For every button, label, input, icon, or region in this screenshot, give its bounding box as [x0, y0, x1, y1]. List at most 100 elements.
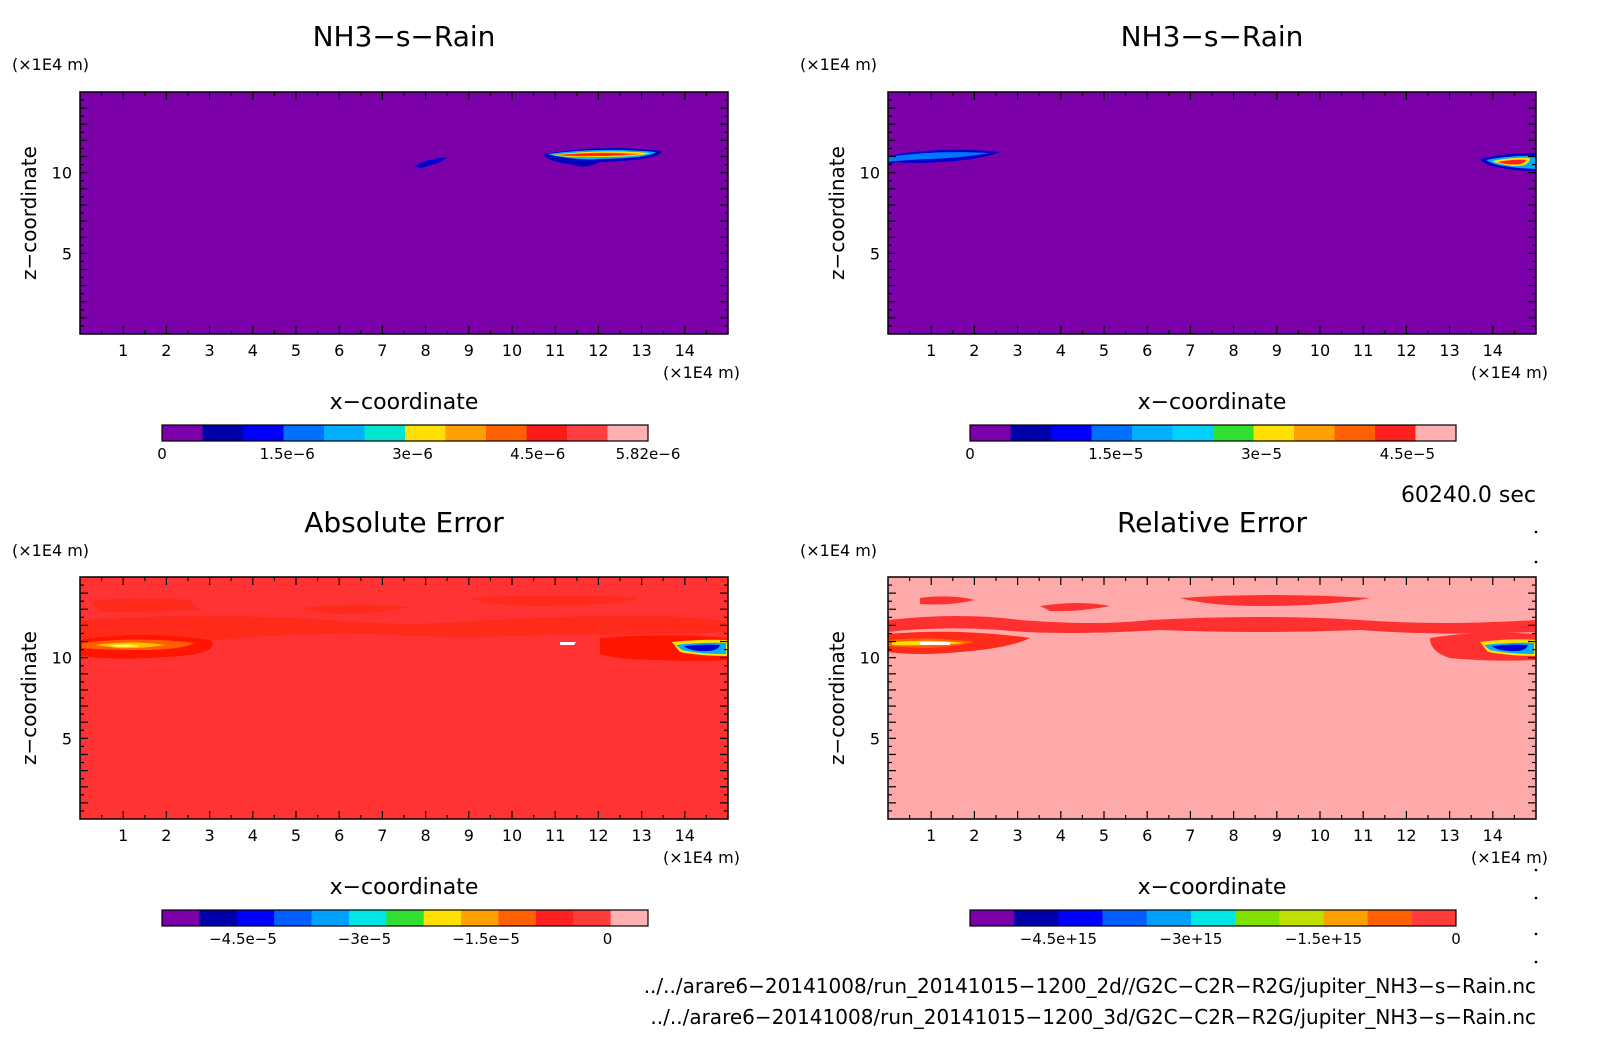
colorbar: 0 1.5e−6 3e−6 4.5e−6 5.82e−6: [157, 424, 680, 463]
colorbar-label: 3e−5: [1241, 445, 1282, 463]
y-tick-label: 5: [62, 729, 72, 748]
colorbar-swatch: [498, 910, 537, 926]
dot: [1534, 932, 1538, 936]
colorbar-label: 4.5e−6: [510, 445, 565, 463]
x-unit-label: (×1E4 m): [1471, 848, 1548, 867]
colorbar-swatch: [199, 910, 238, 926]
colorbar-swatch: [1091, 425, 1133, 441]
x-tick-label: 4: [1056, 341, 1066, 360]
colorbar-label: 0: [965, 445, 975, 463]
x-tick-label: 8: [1229, 826, 1239, 845]
x-tick-label: 3: [1013, 826, 1023, 845]
colorbar-swatch: [573, 910, 612, 926]
colorbar-label: −3e−5: [338, 930, 391, 948]
colorbar-swatch: [162, 910, 200, 926]
error-patch: [888, 616, 1536, 634]
colorbar-label: −1.5e−5: [452, 930, 520, 948]
colorbar-frame: [969, 909, 1457, 927]
x-tick-label: 9: [1272, 341, 1282, 360]
y-axis-label: z−coordinate: [825, 631, 849, 765]
y-tick-label: 5: [870, 729, 880, 748]
colorbar-swatch: [1132, 425, 1173, 441]
error-patch: [90, 598, 200, 612]
x-tick-label: 13: [631, 341, 651, 360]
colorbar-swatch: [348, 910, 387, 926]
colorbar-swatch: [1294, 425, 1335, 441]
x-unit-label: (×1E4 m): [1471, 363, 1548, 382]
y-axis: 5 10: [860, 584, 1536, 812]
error-patch-white: [560, 642, 576, 645]
x-axis-label: x−coordinate: [330, 390, 479, 415]
colorbar-label: −4.5e−5: [209, 930, 277, 948]
colorbar-swatch: [567, 425, 608, 441]
x-tick-label: 1: [118, 826, 128, 845]
x-tick-label: 14: [1483, 341, 1503, 360]
colorbar-swatch: [1235, 910, 1280, 926]
panel-title: Relative Error: [1117, 506, 1308, 539]
x-tick-label: 4: [248, 826, 258, 845]
plot-area: [888, 577, 1536, 819]
x-tick-label: 7: [1185, 341, 1195, 360]
panel-nh3-3d: NH3−s−Rain (×1E4 m) 1 2 3 4 5 6 7 8 9 10 11 12 13 14 …: [800, 20, 1548, 463]
x-axis: 1 2 3 4 5 6 7 8 9 10 11 12 13 14: [100, 577, 708, 845]
y-axis: 5 10: [52, 584, 728, 812]
colorbar: 0 1.5e−5 3e−5 4.5e−5: [965, 424, 1457, 463]
x-tick-label: 11: [545, 341, 565, 360]
contour-level-5: [562, 153, 630, 156]
y-tick-label: 5: [870, 244, 880, 263]
colorbar-swatch: [202, 425, 244, 441]
x-tick-label: 12: [1396, 341, 1416, 360]
x-tick-label: 14: [1483, 826, 1503, 845]
y-tick-label: 10: [52, 164, 72, 183]
colorbar-swatch: [535, 910, 574, 926]
margin-dots: [1534, 530, 1538, 964]
y-tick-label: 10: [52, 649, 72, 668]
colorbar-swatch: [274, 910, 313, 926]
x-tick-label: 5: [1099, 341, 1109, 360]
feature-rain-cell-right: [1480, 152, 1536, 171]
x-axis-label: x−coordinate: [1138, 875, 1287, 900]
x-axis: 1 2 3 4 5 6 7 8 9 10 11 12 13 14: [908, 92, 1516, 360]
contour-level-4: [108, 644, 140, 647]
colorbar-swatch: [610, 910, 649, 926]
footer-file-2d: ../../arare6−20141008/run_20141015−1200_…: [644, 974, 1536, 998]
x-tick-label: 2: [969, 341, 979, 360]
colorbar-swatch: [970, 910, 1015, 926]
colorbar-swatch: [162, 425, 203, 441]
x-tick-label: 6: [1142, 826, 1152, 845]
error-patches-upper: [888, 595, 1536, 634]
colorbar-label: 0: [603, 930, 613, 948]
x-tick-label: 13: [1439, 826, 1459, 845]
x-tick-label: 2: [969, 826, 979, 845]
colorbar-label: −1.5e+15: [1285, 930, 1362, 948]
error-patch: [1040, 603, 1110, 612]
x-tick-label: 6: [334, 826, 344, 845]
contour-level-2: [888, 152, 990, 162]
x-tick-label: 4: [248, 341, 258, 360]
x-axis: 1 2 3 4 5 6 7 8 9 10 11 12 13 14: [100, 92, 708, 360]
dot: [1534, 868, 1538, 872]
contour-level-4: [920, 642, 950, 645]
error-patch: [1180, 595, 1370, 606]
x-tick-label: 7: [377, 826, 387, 845]
x-tick-label: 5: [291, 826, 301, 845]
x-tick-label: 8: [421, 826, 431, 845]
x-tick-label: 8: [421, 341, 431, 360]
colorbar-frame: [161, 424, 649, 442]
colorbar-swatch: [386, 910, 425, 926]
x-tick-label: 6: [1142, 341, 1152, 360]
colorbar-swatch: [607, 425, 649, 441]
colorbar-swatch: [1415, 425, 1457, 441]
error-patches-upper: [80, 595, 728, 642]
field-background: [80, 92, 728, 334]
contour-level-4: [1498, 159, 1526, 165]
colorbar-swatch: [283, 425, 325, 441]
x-tick-label: 8: [1229, 341, 1239, 360]
x-tick-label: 13: [1439, 341, 1459, 360]
panel-title: Absolute Error: [304, 506, 504, 539]
colorbar-swatch: [1014, 910, 1059, 926]
plot-area: [80, 577, 728, 819]
colorbar-swatch: [461, 910, 499, 926]
x-tick-label: 7: [1185, 826, 1195, 845]
x-tick-label: 1: [926, 341, 936, 360]
